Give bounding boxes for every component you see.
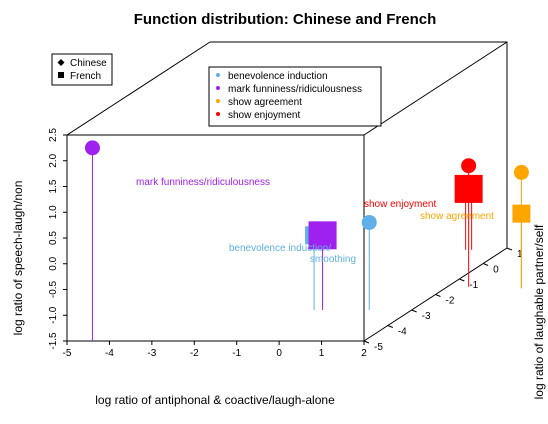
legend-agreement-label: show agreement — [228, 97, 302, 108]
legend-square-icon — [58, 72, 64, 78]
y-tick-label: -0.5 — [48, 280, 59, 298]
data-point-chinese — [361, 214, 377, 230]
z-tick-mark — [411, 309, 417, 313]
z-axis-label: log ratio of laughable partner/self — [532, 224, 546, 399]
annotation-benevolence-line1: benevolence induction/ — [229, 243, 332, 254]
y-tick-label: 0.5 — [48, 231, 59, 245]
y-axis-label: log ratio of speech-laugh/non — [11, 181, 25, 336]
z-tick-label: -1 — [469, 280, 478, 291]
z-tick-mark — [459, 278, 465, 282]
legend-diamond-icon — [57, 59, 65, 66]
y-tick-label: -1.5 — [48, 332, 59, 350]
annotation-show-agreement: show agreement — [420, 211, 494, 222]
y-tick-label: -1.0 — [48, 306, 59, 324]
axes: -5 -4 -3 -2 -1 0 1 2 -1.5 -1.0 -0.5 0.0 0.5 1.0 1.5 2.0… — [48, 128, 523, 359]
z-tick-mark — [435, 294, 441, 297]
y-tick-label: 1.0 — [48, 205, 59, 219]
z-tick-label: -4 — [398, 327, 407, 338]
y-tick-label: 2.5 — [48, 128, 59, 142]
x-tick-label: 0 — [276, 348, 282, 359]
chart-title: Function distribution: Chinese and Frenc… — [134, 11, 437, 28]
data-point-chinese — [461, 158, 477, 174]
z-tick-label: -3 — [422, 311, 431, 322]
x-tick-label: -3 — [147, 348, 156, 359]
annotation-benevolence-line2: smoothing — [310, 254, 356, 265]
legend-functions: benevolence induction mark funniness/rid… — [208, 66, 382, 127]
z-tick-label: 1 — [517, 249, 523, 260]
legend-french-label: French — [70, 71, 101, 82]
data-point-chinese — [84, 140, 100, 156]
legend-mark-funniness-label: mark funniness/ridiculousness — [228, 84, 362, 95]
z-tick-mark — [387, 325, 394, 328]
legend-languages: Chinese French — [51, 53, 113, 86]
y-tick-label: 2.0 — [48, 153, 59, 167]
z-tick-mark — [363, 340, 370, 344]
legend-benevolence-dot — [216, 73, 220, 77]
x-tick-label: 1 — [319, 348, 325, 359]
y-tick-label: 1.5 — [48, 179, 59, 193]
z-tick-mark — [482, 263, 489, 266]
legend-enjoyment-dot — [216, 112, 220, 116]
legend-mark-funniness-dot — [216, 86, 220, 90]
legend-enjoyment-label: show enjoyment — [228, 110, 300, 121]
x-tick-label: 2 — [361, 348, 367, 359]
data-point-french — [454, 174, 483, 203]
data-point-chinese — [513, 164, 529, 180]
z-tick-label: -2 — [446, 296, 455, 307]
box-top-edges — [66, 41, 508, 136]
legend-agreement-dot — [216, 99, 220, 103]
legend-functions-box — [208, 66, 382, 127]
x-tick-label: -5 — [63, 348, 72, 359]
x-tick-label: -4 — [105, 348, 114, 359]
z-tick-label: -5 — [374, 342, 383, 353]
data-point-french — [512, 204, 531, 223]
annotation-mark-funniness: mark funniness/ridiculousness — [136, 177, 270, 188]
annotation-show-enjoyment: show enjoyment — [364, 199, 436, 210]
y-tick-label: 0.0 — [48, 256, 59, 270]
x-tick-label: -1 — [232, 348, 241, 359]
z-tick-label: 0 — [493, 265, 499, 276]
legend-benevolence-label: benevolence induction — [228, 71, 328, 82]
data-points — [84, 140, 531, 250]
x-tick-label: -2 — [190, 348, 199, 359]
legend-chinese-label: Chinese — [70, 58, 107, 69]
x-axis-label: log ratio of antiphonal & coactive/laugh… — [95, 393, 335, 407]
data-point-french — [308, 221, 337, 250]
z-tick-mark — [506, 247, 513, 251]
legend-languages-box — [51, 53, 113, 86]
